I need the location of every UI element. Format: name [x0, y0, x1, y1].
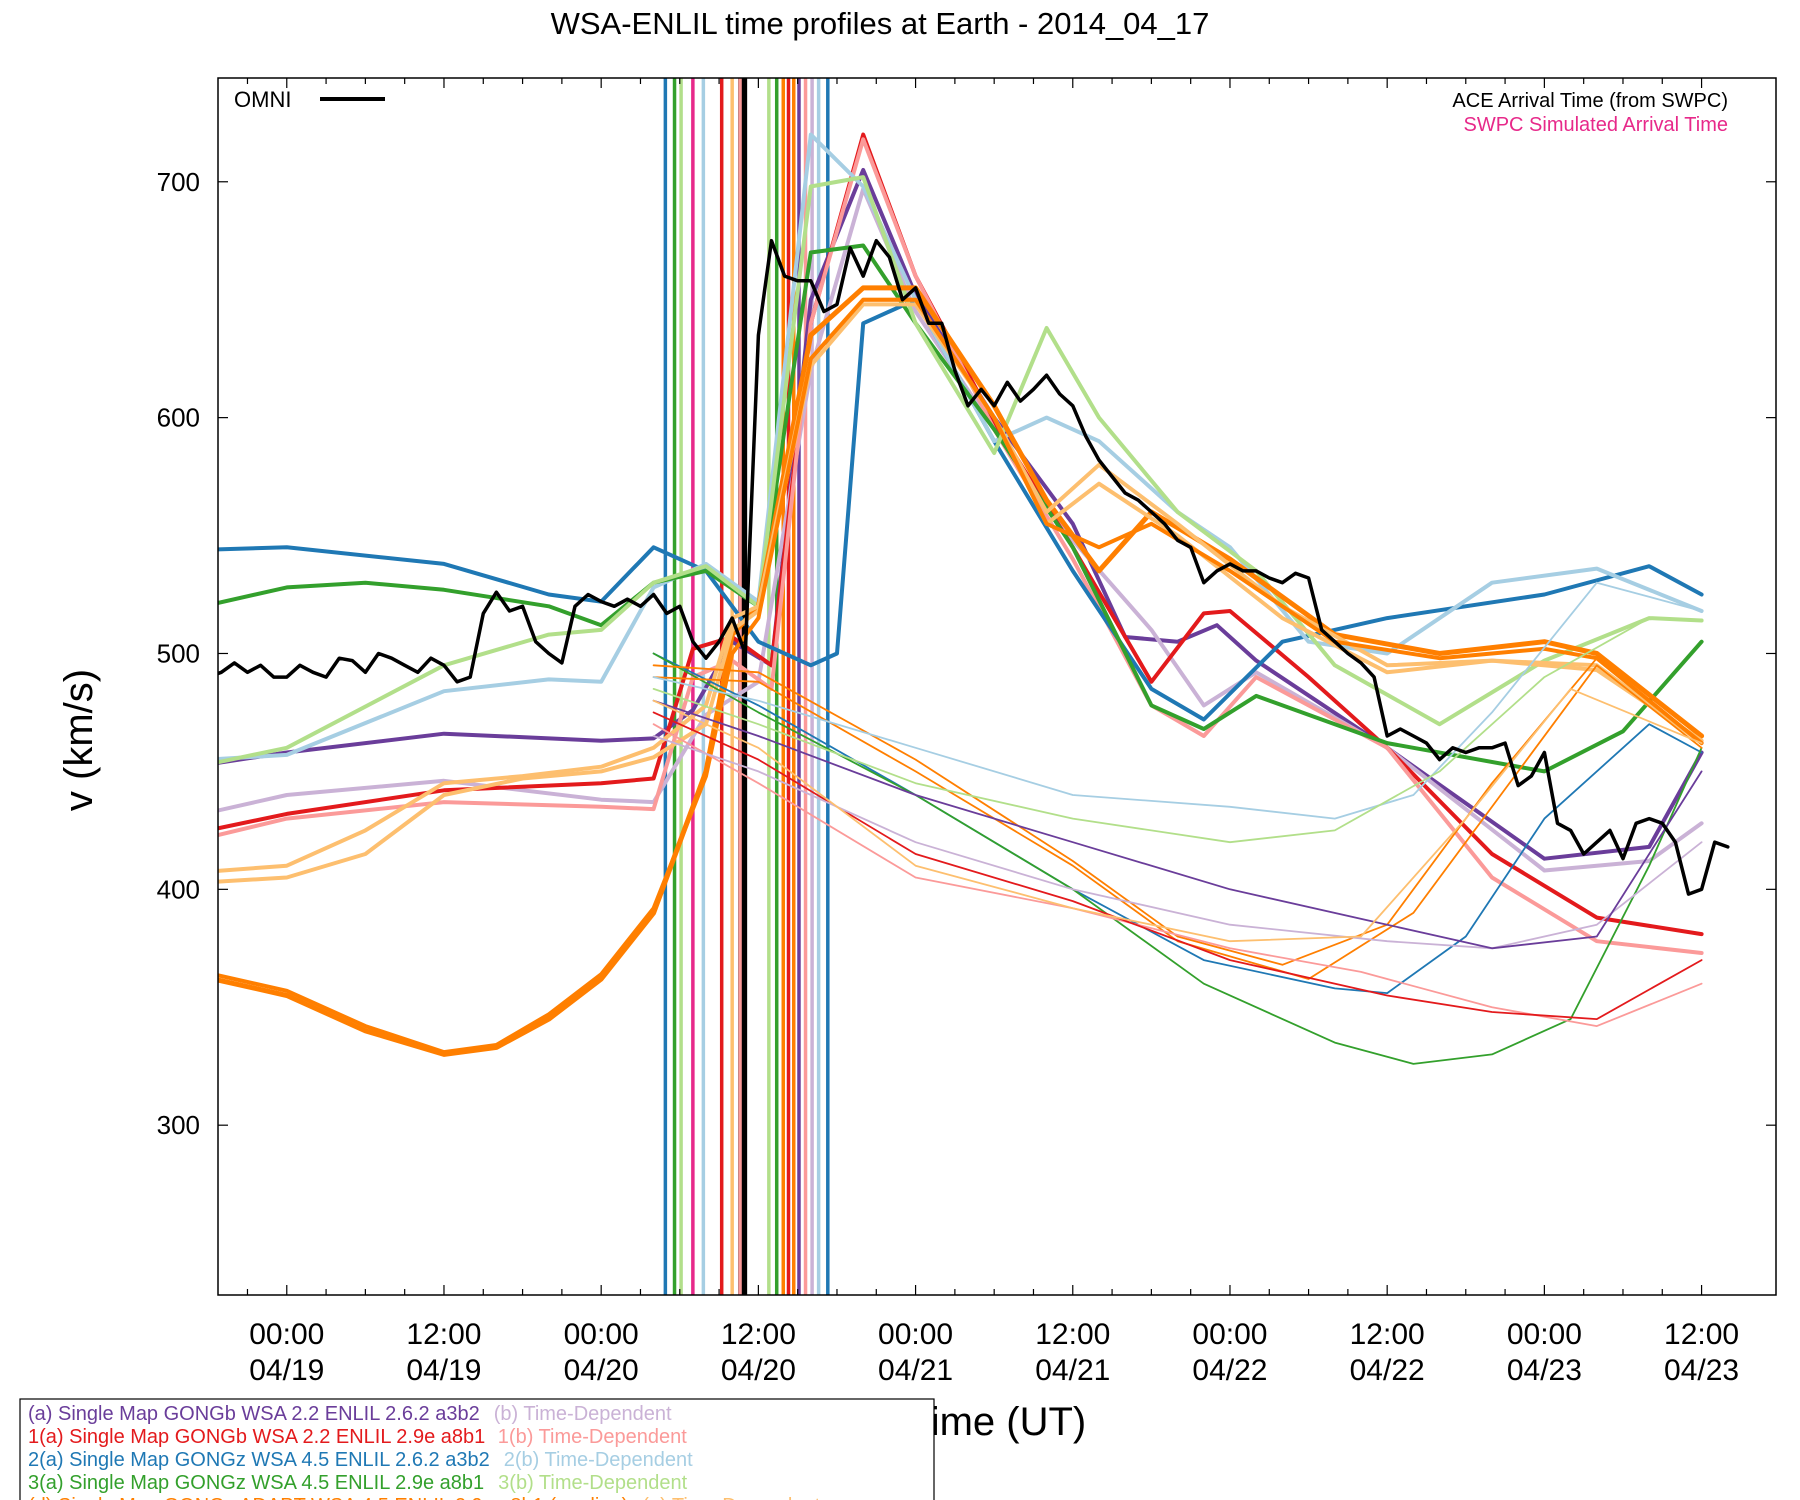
omni-legend: OMNI [234, 87, 385, 112]
model-series-line [218, 297, 1704, 722]
series-lines [218, 132, 1730, 1065]
legend-entry: 1(a) Single Map GONGb WSA 2.2 ENLIL 2.9e… [28, 1426, 485, 1448]
model-series-line [218, 243, 1704, 774]
x-tick-date: 04/22 [1350, 1354, 1425, 1387]
y-tick-label: 700 [157, 167, 200, 197]
model-series-line [652, 735, 1703, 950]
legend-entry: 2(b) Time-Dependent [504, 1449, 693, 1471]
model-series-line [652, 711, 1703, 1020]
legend-entry: (b) Time-Dependent [494, 1403, 672, 1425]
x-tick-date: 04/20 [721, 1354, 796, 1387]
omni-label: OMNI [234, 87, 291, 112]
x-tick-date: 04/22 [1192, 1354, 1267, 1387]
plot-frame [217, 77, 1777, 1296]
x-tick-date: 04/21 [878, 1354, 953, 1387]
legend-row: 1(a) Single Map GONGb WSA 2.2 ENLIL 2.9e… [28, 1426, 687, 1448]
model-series-line [652, 652, 1703, 994]
x-tick-date: 04/21 [1035, 1354, 1110, 1387]
x-axis-label: Time (UT) [908, 1400, 1086, 1444]
model-series-line [652, 664, 1703, 980]
x-tick-time: 00:00 [1192, 1318, 1267, 1351]
x-tick-date: 04/20 [564, 1354, 639, 1387]
swpc-arrival-label: SWPC Simulated Arrival Time [1463, 114, 1728, 136]
ace-arrival-label: ACE Arrival Time (from SWPC) [1452, 90, 1728, 112]
x-tick-time: 00:00 [878, 1318, 953, 1351]
x-tick-date: 04/19 [406, 1354, 481, 1387]
y-tick-label: 500 [157, 638, 200, 668]
legend: (a) Single Map GONGb WSA 2.2 ENLIL 2.6.2… [28, 1403, 821, 1500]
model-series-line [652, 652, 1703, 1065]
legend-entry: (d) Single Map GONGz ADAPT WSA 4.5 ENLIL… [28, 1495, 628, 1500]
legend-entry: (a) Single Map GONGb WSA 2.2 ENLIL 2.6.2… [28, 1403, 480, 1425]
arrival-lines [663, 78, 830, 1295]
axis-ticks: 30040050060070000:0004/1912:0004/1900:00… [157, 78, 1776, 1387]
y-tick-label: 600 [157, 403, 200, 433]
legend-row: (d) Single Map GONGz ADAPT WSA 4.5 ENLIL… [28, 1495, 821, 1500]
x-tick-date: 04/19 [249, 1354, 324, 1387]
legend-entry: 3(a) Single Map GONGz WSA 4.5 ENLIL 2.9e… [28, 1472, 484, 1494]
x-tick-date: 04/23 [1507, 1354, 1582, 1387]
x-tick-time: 12:00 [1035, 1318, 1110, 1351]
model-series-line [218, 297, 1704, 873]
legend-box [19, 1398, 935, 1500]
y-axis-label: v (km/s) [57, 669, 101, 811]
model-series-line [652, 723, 1703, 1027]
x-tick-time: 00:00 [1507, 1318, 1582, 1351]
model-series-line [218, 175, 1704, 765]
chart-title: WSA-ENLIL time profiles at Earth - 2014_… [551, 6, 1210, 41]
legend-entry: (e) Time-Dependent [642, 1495, 820, 1500]
x-tick-time: 12:00 [721, 1318, 796, 1351]
x-tick-time: 12:00 [406, 1318, 481, 1351]
legend-entry: 2(a) Single Map GONGz WSA 4.5 ENLIL 2.6.… [28, 1449, 490, 1471]
model-series-line [652, 617, 1703, 844]
y-tick-label: 300 [157, 1110, 200, 1140]
model-series-line [218, 302, 1704, 884]
legend-row: 2(a) Single Map GONGz WSA 4.5 ENLIL 2.6.… [28, 1449, 693, 1471]
omni-series-line [218, 238, 1730, 896]
model-series-line [652, 688, 1703, 943]
legend-entry: 1(b) Time-Dependent [498, 1426, 687, 1448]
model-series-line [652, 581, 1703, 820]
x-tick-time: 12:00 [1664, 1318, 1739, 1351]
x-tick-date: 04/23 [1664, 1354, 1739, 1387]
legend-entry: 3(b) Time-Dependent [498, 1472, 687, 1494]
model-series-line [218, 285, 1705, 1057]
model-series-line [218, 297, 1704, 1055]
model-series-line [652, 699, 1703, 950]
x-tick-time: 12:00 [1350, 1318, 1425, 1351]
legend-row: (a) Single Map GONGb WSA 2.2 ENLIL 2.6.2… [28, 1403, 672, 1425]
model-series-line [218, 132, 1704, 937]
x-tick-time: 00:00 [249, 1318, 324, 1351]
y-tick-label: 400 [157, 874, 200, 904]
x-tick-time: 00:00 [564, 1318, 639, 1351]
legend-row: 3(a) Single Map GONGz WSA 4.5 ENLIL 2.9e… [28, 1472, 688, 1494]
